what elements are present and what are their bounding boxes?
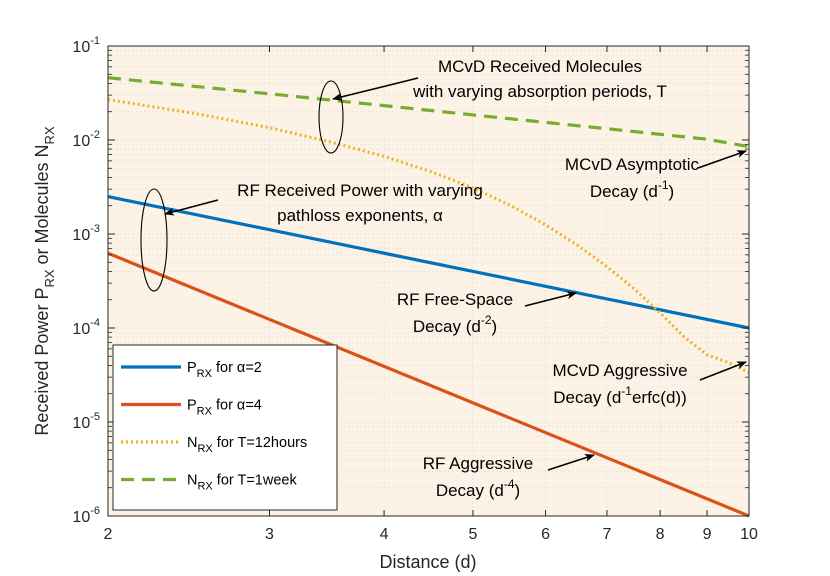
arrow-rf-aggressive (547, 453, 595, 471)
annotation-rf-free-space-line2: Decay (d-2) (413, 313, 497, 336)
legend-label-p2: PRX for α=2 (187, 360, 262, 380)
annotation-rf-received-line2: pathloss exponents, α (277, 206, 443, 225)
x-tick-label: 10 (740, 526, 758, 543)
series-p4 (107, 251, 750, 518)
arrow-mcvd-received (332, 77, 419, 101)
x-tick-label: 3 (265, 526, 274, 543)
legend-label-n12: NRX for T=12hours (187, 435, 307, 455)
annotation-rf-aggressive-line2: Decay (d-4) (436, 477, 520, 500)
annotation-mcvd-aggressive-line2: Decay (d-1erfc(d)) (553, 384, 686, 407)
arrow-mcvd-aggressive (699, 361, 747, 381)
x-tick-label: 5 (468, 526, 477, 543)
annotations: MCvD Received Molecules with varying abso… (237, 57, 699, 500)
plot-frame (107, 45, 750, 517)
annotation-mcvd-received-line1: MCvD Received Molecules (438, 57, 642, 76)
y-axis-label: Received Power PRX or Molecules NRX (32, 126, 57, 436)
x-tick-label: 9 (703, 526, 712, 543)
series-p2 (107, 195, 750, 330)
annotation-rf-free-space-line1: RF Free-Space (397, 290, 513, 309)
annotation-rf-aggressive-line1: RF Aggressive (423, 454, 534, 473)
arrow-mcvd-asymptotic (697, 150, 747, 169)
series-n1w (107, 76, 750, 149)
y-tick-label: 10-2 (72, 129, 100, 150)
x-tick-label: 4 (380, 526, 389, 543)
x-tick-label: 2 (104, 526, 113, 543)
y-tick-label: 10-5 (72, 411, 100, 432)
annotation-mcvd-received-line2: with varying absorption periods, T (412, 82, 667, 101)
ellipse-rf (140, 188, 168, 292)
annotation-mcvd-asymptotic-line2: Decay (d-1) (590, 178, 674, 201)
x-tick-label: 8 (656, 526, 665, 543)
arrow-rf-free-space (524, 291, 577, 307)
y-tick-label: 10-3 (72, 223, 100, 244)
y-tick-label: 10-1 (72, 35, 100, 56)
annotation-rf-received-line1: RF Received Power with varying (237, 181, 483, 200)
x-tick-label: 7 (602, 526, 611, 543)
y-tick-label: 10-4 (72, 317, 100, 338)
x-axis-label: Distance (d) (379, 552, 476, 572)
y-tick-label: 10-6 (72, 505, 100, 526)
x-tick-label: 6 (541, 526, 550, 543)
series-layer (107, 76, 750, 518)
series-n12 (107, 98, 750, 374)
legend-label-n1w: NRX for T=1week (187, 473, 297, 493)
legend: PRX for α=2 PRX for α=4 NRX for T=12hours N… (112, 344, 338, 511)
ellipse-mcvd (318, 80, 344, 154)
annotation-ellipses (140, 80, 344, 292)
legend-box (112, 344, 338, 511)
annotation-mcvd-aggressive-line1: MCvD Aggressive (552, 361, 687, 380)
annotation-mcvd-asymptotic-line1: MCvD Asymptotic (565, 155, 700, 174)
legend-label-p4: PRX for α=4 (187, 398, 262, 418)
axis-ticks: 2 3 4 5 6 7 8 9 10 10-6 10-5 10-4 10-3 10-2 10-1 (72, 35, 758, 543)
arrow-rf-received (164, 199, 219, 216)
annotation-arrows (164, 77, 747, 471)
